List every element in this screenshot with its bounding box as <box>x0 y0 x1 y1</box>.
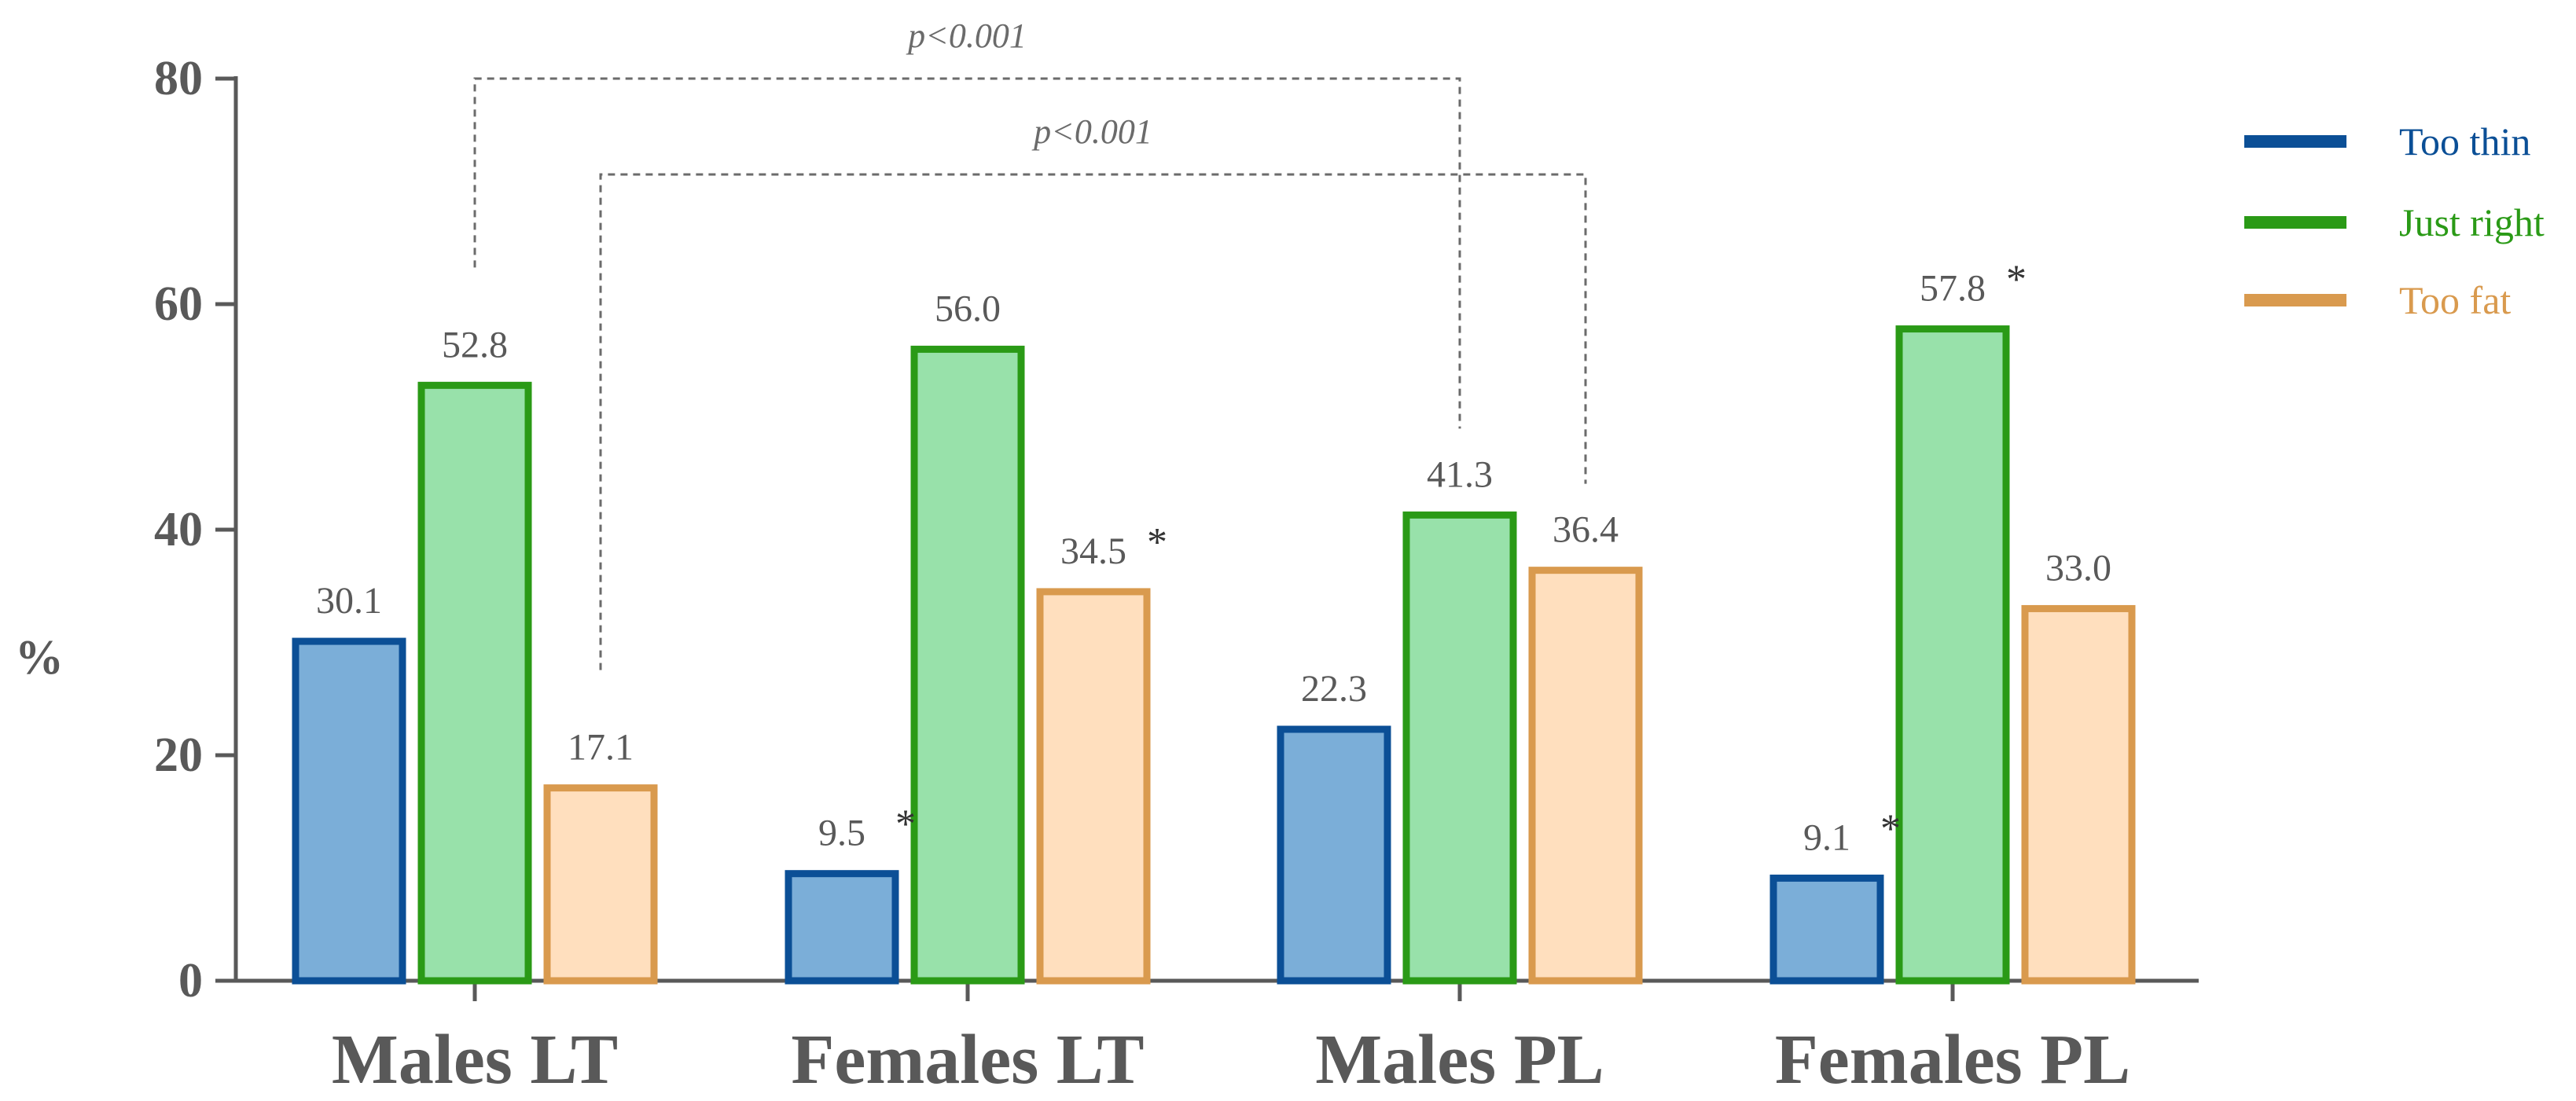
legend-label: Too thin <box>2399 119 2530 163</box>
data-label: 33.0 <box>2045 547 2111 589</box>
p-value-label: p<0.001 <box>1031 112 1152 151</box>
y-tick-label: 40 <box>154 503 203 556</box>
x-tick-label: Males PL <box>1315 1021 1604 1099</box>
legend-label: Just right <box>2399 200 2545 244</box>
bar <box>910 345 1025 985</box>
bar <box>1528 567 1643 985</box>
data-label: 9.5 <box>818 813 865 854</box>
y-tick-label: 20 <box>154 728 203 782</box>
bar <box>1769 874 1884 985</box>
significance-bracket <box>599 173 1587 670</box>
legend-label: Too fat <box>2399 278 2511 322</box>
data-label: 57.8 <box>1920 268 1986 310</box>
significance-marker: * <box>895 802 916 847</box>
significance-marker: * <box>2006 258 2027 303</box>
data-label: 36.4 <box>1553 509 1619 551</box>
bar <box>1402 511 1517 985</box>
y-tick-label: 0 <box>178 954 203 1007</box>
bar <box>1036 588 1151 985</box>
bar <box>785 870 899 985</box>
data-label: 52.8 <box>442 324 508 365</box>
axes: 0 20 40 60 80 Males LT Females LT Males PL Femal… <box>154 52 2199 1099</box>
p-value-label: p<0.001 <box>906 17 1027 55</box>
bar <box>1277 725 1391 985</box>
bar <box>2021 604 2136 985</box>
significance-marker: * <box>1880 806 1901 851</box>
data-labels: 30.1 9.5 * 22.3 9.1 * 52.8 56.0 41.3 57.8 * 17.1 34.… <box>316 258 2111 859</box>
y-tick-label: 80 <box>154 52 203 105</box>
x-tick-label: Females PL <box>1775 1021 2130 1099</box>
significance-bracket <box>473 77 1461 429</box>
x-tick-label: Males LT <box>332 1021 618 1099</box>
x-tick-label: Females LT <box>791 1021 1144 1099</box>
bars <box>292 325 2136 985</box>
data-label: 41.3 <box>1427 453 1493 495</box>
data-label: 30.1 <box>316 580 382 622</box>
bar <box>292 637 406 985</box>
bar <box>417 381 532 985</box>
bar <box>1895 325 2010 985</box>
data-label: 22.3 <box>1301 668 1367 710</box>
significance-marker: * <box>1147 520 1167 565</box>
significance-brackets: p<0.001 p<0.001 <box>473 17 1587 670</box>
bar <box>543 784 658 985</box>
y-tick-label: 60 <box>154 277 203 331</box>
data-label: 56.0 <box>935 288 1001 329</box>
data-label: 34.5 <box>1060 530 1126 572</box>
data-label: 17.1 <box>568 727 634 769</box>
y-axis-label: % <box>15 631 64 684</box>
legend: Too thin Just right Too fat <box>2244 119 2545 322</box>
data-label: 9.1 <box>1803 817 1850 858</box>
